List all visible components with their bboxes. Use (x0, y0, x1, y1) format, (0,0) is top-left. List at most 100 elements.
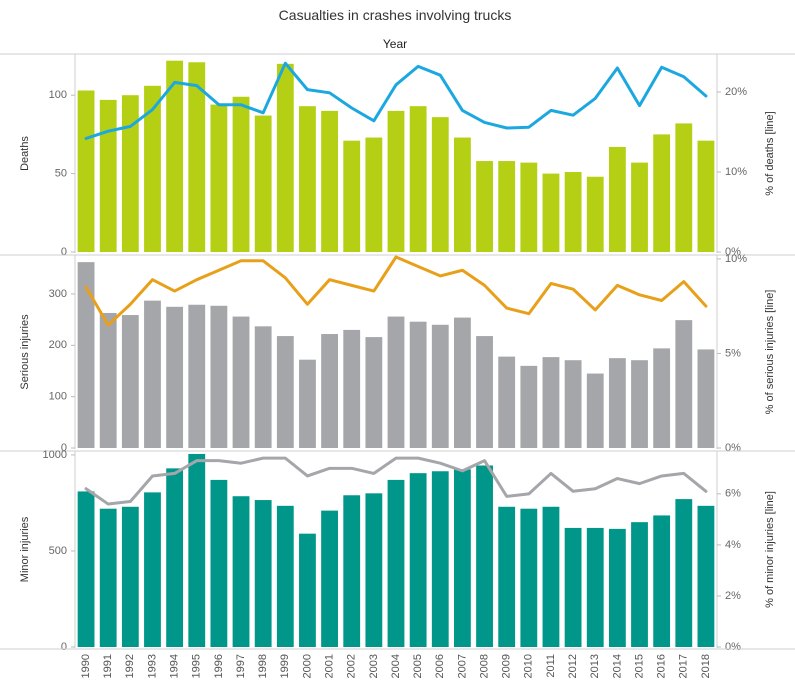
line-serious-injuries (84, 255, 708, 327)
x-tick-label-2002: 2002 (346, 654, 358, 678)
x-tick-label-1998: 1998 (257, 654, 269, 678)
bar-serious-injuries-1990 (77, 262, 95, 448)
bar-minor-injuries-1999 (276, 505, 294, 647)
x-tick-label-1995: 1995 (191, 654, 203, 678)
bar-minor-injuries-1996 (210, 479, 228, 647)
y-tick-label: 50 (55, 168, 67, 180)
x-tick-label-2008: 2008 (478, 654, 490, 678)
bar-minor-injuries-2007 (454, 469, 471, 647)
bar-minor-injuries-1993 (144, 492, 161, 647)
bar-minor-injuries-2018 (697, 505, 715, 647)
bar-minor-injuries-2009 (498, 506, 516, 647)
bar-serious-injuries-2004 (387, 316, 405, 448)
x-tick-label-1992: 1992 (124, 654, 136, 678)
bar-deaths-1993 (144, 85, 161, 252)
x-tick-label-2018: 2018 (700, 654, 712, 678)
bar-minor-injuries-2010 (520, 508, 538, 647)
bar-serious-injuries-2018 (697, 349, 715, 448)
x-tick-label-2010: 2010 (523, 654, 535, 678)
x-tick-label-2000: 2000 (301, 654, 313, 678)
bar-minor-injuries-2008 (476, 465, 493, 647)
chart-title: Casualties in crashes involving trucks (279, 7, 512, 23)
x-tick-label-2015: 2015 (633, 654, 645, 678)
bar-minor-injuries-2011 (542, 506, 560, 647)
bar-minor-injuries-1998 (254, 500, 272, 647)
bar-serious-injuries-1993 (144, 300, 161, 448)
y-tick-label: 100 (49, 391, 67, 403)
bar-serious-injuries-2015 (631, 360, 648, 448)
x-tick-label-1997: 1997 (235, 654, 247, 678)
bar-minor-injuries-2003 (365, 493, 383, 647)
bar-deaths-1990 (77, 90, 95, 252)
y-tick-label: 100 (49, 89, 67, 101)
bar-deaths-2009 (498, 161, 516, 252)
bar-deaths-2000 (299, 106, 316, 253)
bar-minor-injuries-2017 (675, 499, 693, 647)
bar-serious-injuries-2002 (343, 329, 361, 448)
x-tick-label-2005: 2005 (412, 654, 424, 678)
y-tick-label: 300 (49, 288, 67, 300)
y-axis-title: Minor injuries (19, 516, 31, 582)
x-tick-label-2007: 2007 (456, 654, 468, 678)
bar-serious-injuries-2000 (299, 359, 316, 448)
bar-minor-injuries-1997 (232, 496, 250, 647)
bar-serious-injuries-2006 (431, 324, 449, 448)
bar-deaths-1998 (254, 115, 272, 252)
bar-deaths-2003 (365, 137, 383, 252)
bar-serious-injuries-2017 (675, 320, 693, 448)
y2-tick-label: 10% (725, 253, 747, 265)
bar-serious-injuries-2009 (498, 356, 516, 448)
y-tick-label: 1000 (43, 449, 67, 461)
y-tick-label: 200 (49, 339, 67, 351)
y2-tick-label: 4% (725, 539, 741, 551)
bar-serious-injuries-2014 (608, 358, 626, 448)
bar-minor-injuries-2015 (631, 522, 648, 647)
y-tick-label: 0 (61, 246, 67, 258)
bar-serious-injuries-2003 (365, 337, 383, 448)
bar-minor-injuries-2016 (653, 515, 671, 647)
y-tick-label: 500 (49, 545, 67, 557)
bar-deaths-1992 (121, 95, 139, 252)
y2-axis-title: % of minor injuries [line] (764, 491, 776, 608)
bar-minor-injuries-1995 (188, 453, 206, 647)
bar-deaths-2018 (697, 140, 715, 252)
bar-minor-injuries-2001 (321, 510, 338, 647)
bar-deaths-1996 (210, 104, 228, 252)
bar-deaths-2006 (431, 117, 449, 253)
bar-serious-injuries-1992 (121, 315, 139, 448)
bar-deaths-2001 (321, 110, 338, 252)
bar-serious-injuries-2016 (653, 348, 671, 448)
panel-serious-injuries: 0 100 200 300 0% 5% 10% Serious injuries % of se… (0, 253, 795, 454)
y-tick-label: 0 (61, 442, 67, 454)
x-tick-label-1996: 1996 (213, 654, 225, 678)
bar-serious-injuries-2012 (564, 360, 582, 448)
bar-minor-injuries-2006 (431, 471, 449, 647)
y2-tick-label: 2% (725, 590, 741, 602)
x-tick-label-2003: 2003 (368, 654, 380, 678)
line-minor-injuries (84, 456, 708, 506)
bar-deaths-2007 (454, 137, 471, 252)
y2-tick-label: 20% (725, 86, 747, 98)
line-deaths (84, 61, 708, 140)
bar-deaths-2012 (564, 172, 582, 252)
x-tick-label-2001: 2001 (323, 654, 335, 678)
bar-serious-injuries-2001 (321, 334, 338, 448)
y2-tick-label: 6% (725, 488, 741, 500)
panel-minor-injuries: 0 500 1000 0% 2% 4% 6% Minor injuries % of minor… (0, 449, 795, 653)
y2-tick-label: 5% (725, 347, 741, 359)
bar-minor-injuries-2000 (299, 533, 316, 647)
bar-serious-injuries-1997 (232, 316, 250, 448)
bar-minor-injuries-2012 (564, 527, 582, 647)
y-axis-title: Serious injuries (19, 314, 31, 390)
x-tick-label-2004: 2004 (390, 654, 402, 678)
x-tick-label-1990: 1990 (80, 654, 92, 678)
bar-serious-injuries-1999 (276, 336, 294, 448)
x-tick-label-2017: 2017 (678, 654, 690, 678)
y2-axis-title: % of deaths [line] (764, 111, 776, 195)
bar-deaths-2004 (387, 110, 405, 252)
y2-axis-title: % of serious injuries [line] (764, 290, 776, 415)
bar-deaths-2011 (542, 173, 560, 252)
bar-deaths-2008 (476, 161, 493, 252)
